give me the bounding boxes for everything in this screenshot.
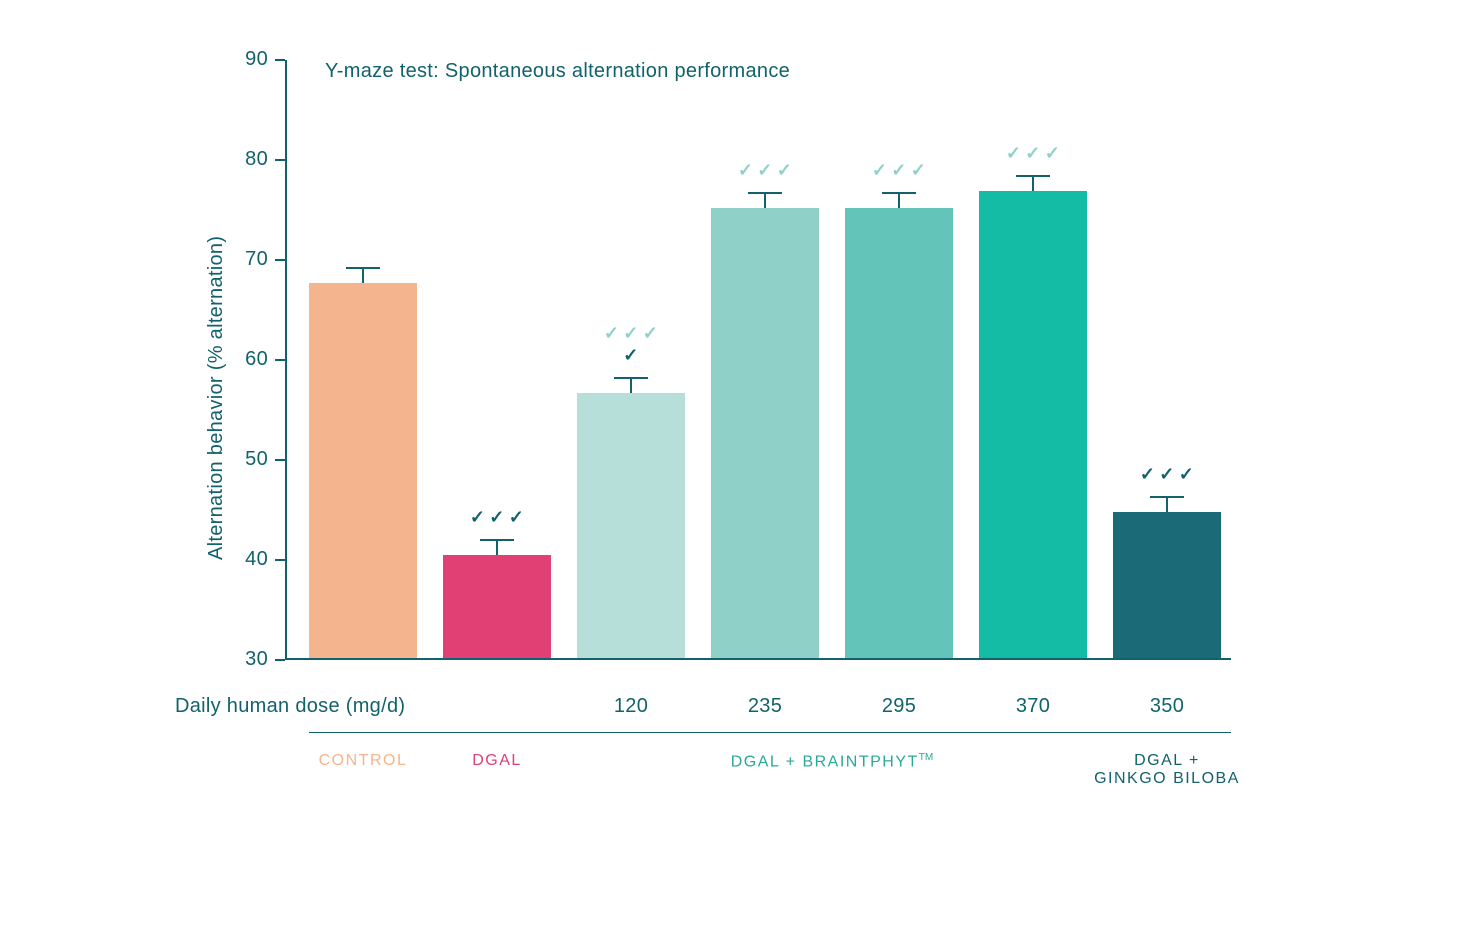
y-tick — [275, 559, 285, 561]
error-cap-bp370 — [1016, 175, 1050, 177]
dose-bp370: 370 — [979, 695, 1087, 718]
plot-area: 30405060708090✓✓✓✓✓✓✓✓✓✓✓✓✓✓✓✓✓✓✓ — [285, 60, 1231, 660]
y-tick — [275, 659, 285, 661]
bar-bp370 — [979, 191, 1087, 658]
y-tick — [275, 59, 285, 61]
y-tick-label: 70 — [230, 248, 268, 271]
y-tick-label: 30 — [230, 648, 268, 671]
checks-ginkgo-0: ✓✓✓ — [1113, 464, 1221, 485]
bar-ginkgo — [1113, 512, 1221, 658]
checks-bp235-0: ✓✓✓ — [711, 160, 819, 181]
tm-mark: TM — [919, 752, 933, 763]
error-stem-bp120 — [630, 377, 632, 393]
y-axis — [285, 60, 287, 660]
checks-bp370-0: ✓✓✓ — [979, 143, 1087, 164]
y-tick — [275, 259, 285, 261]
y-tick — [275, 159, 285, 161]
checks-bp120-1: ✓ — [577, 345, 685, 366]
error-cap-bp295 — [882, 192, 916, 194]
error-stem-bp370 — [1032, 175, 1034, 191]
error-stem-bp295 — [898, 192, 900, 208]
error-cap-control — [346, 267, 380, 269]
group-label-text: DGAL + — [1134, 752, 1200, 769]
y-tick-label: 50 — [230, 448, 268, 471]
checks-bp120-0: ✓✓✓ — [577, 323, 685, 344]
dose-bp120: 120 — [577, 695, 685, 718]
chart-container: Alternation behavior (% alternation) Y-m… — [215, 60, 1215, 860]
checks-bp295-0: ✓✓✓ — [845, 160, 953, 181]
bar-bp235 — [711, 208, 819, 658]
group-label-text-2: GINKGO BILOBA — [1017, 770, 1317, 788]
error-stem-bp235 — [764, 192, 766, 208]
bar-dgal — [443, 555, 551, 658]
y-tick-label: 80 — [230, 148, 268, 171]
checks-dgal-0: ✓✓✓ — [443, 507, 551, 528]
error-stem-control — [362, 267, 364, 283]
dose-bp295: 295 — [845, 695, 953, 718]
x-axis — [285, 658, 1231, 660]
group-divider-line — [309, 732, 1231, 733]
y-tick-label: 90 — [230, 48, 268, 71]
dose-ginkgo: 350 — [1113, 695, 1221, 718]
y-tick-label: 60 — [230, 348, 268, 371]
group-label-g-bp: DGAL + BRAINTPHYTTM — [682, 752, 982, 771]
dose-row-label: Daily human dose (mg/d) — [175, 695, 405, 718]
error-stem-dgal — [496, 539, 498, 555]
bar-bp295 — [845, 208, 953, 658]
error-cap-bp120 — [614, 377, 648, 379]
error-cap-dgal — [480, 539, 514, 541]
y-axis-label: Alternation behavior (% alternation) — [205, 236, 228, 560]
group-label-g-ginkgo: DGAL +GINKGO BILOBA — [1017, 752, 1317, 788]
dose-bp235: 235 — [711, 695, 819, 718]
y-tick — [275, 459, 285, 461]
error-stem-ginkgo — [1166, 496, 1168, 512]
y-tick-label: 40 — [230, 548, 268, 571]
group-label-text: DGAL — [472, 752, 522, 769]
y-tick — [275, 359, 285, 361]
bar-control — [309, 283, 417, 658]
error-cap-ginkgo — [1150, 496, 1184, 498]
error-cap-bp235 — [748, 192, 782, 194]
group-label-g-dgal: DGAL — [347, 752, 647, 770]
group-label-text: DGAL + BRAINTPHYT — [731, 753, 919, 770]
bar-bp120 — [577, 393, 685, 658]
